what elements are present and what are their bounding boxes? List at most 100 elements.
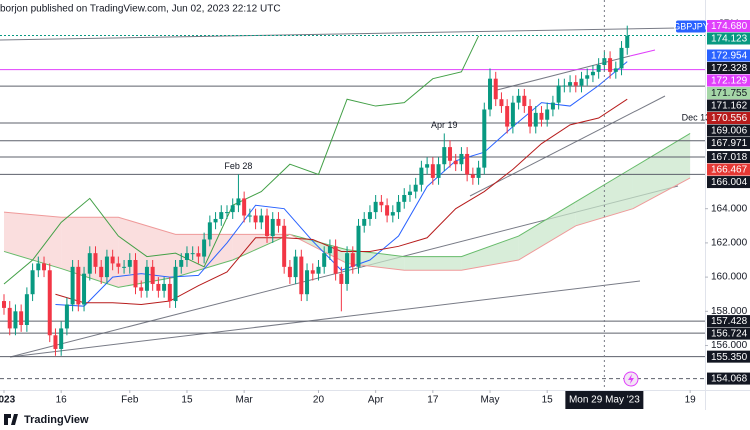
candle-body — [236, 198, 241, 206]
candle-body — [19, 311, 24, 325]
candle-body — [139, 287, 144, 291]
price-label-bg — [707, 163, 750, 176]
candle-body — [339, 273, 344, 284]
candle-body — [116, 263, 121, 267]
candle-body — [585, 75, 590, 79]
price-label-bg — [707, 87, 750, 100]
candle-body — [287, 266, 292, 278]
x-tick-label: 15 — [181, 395, 193, 406]
candle-body — [528, 106, 533, 127]
candle-body — [608, 58, 613, 72]
price-label-bg — [707, 151, 750, 164]
candle-body — [545, 109, 550, 120]
plot-area — [0, 0, 705, 390]
candle-body — [42, 263, 47, 271]
candle-body — [259, 215, 264, 223]
price-label: 171.755 — [711, 88, 748, 99]
candle-body — [24, 294, 29, 325]
candle-body — [425, 164, 430, 168]
trendline — [469, 95, 666, 197]
candle-body — [265, 215, 270, 237]
cloud-segment — [461, 236, 519, 271]
candle-body — [356, 225, 361, 267]
price-label-bg — [707, 74, 750, 87]
candle-body — [104, 256, 109, 278]
candle-body — [70, 266, 75, 305]
x-tick-label: 2023 — [0, 395, 16, 406]
candle-body — [533, 112, 538, 127]
price-label-bg — [707, 137, 750, 150]
candle-body — [510, 102, 515, 127]
candle-body — [430, 164, 435, 178]
candle-body — [293, 256, 298, 278]
candle-body — [447, 147, 452, 161]
price-label: 171.162 — [711, 101, 748, 112]
price-label-bg — [707, 99, 750, 112]
candle-body — [247, 215, 252, 217]
x-tick-label: Feb — [121, 395, 139, 406]
candle-body — [613, 68, 618, 72]
candle-body — [2, 301, 7, 308]
candle-body — [522, 95, 527, 107]
y-tick-label: 162.000 — [711, 238, 748, 249]
candle-body — [556, 85, 561, 103]
candle-body — [402, 195, 407, 202]
candle-body — [99, 266, 104, 278]
candle-body — [385, 205, 390, 216]
price-label-bg — [707, 62, 750, 75]
price-label-bg — [707, 49, 750, 62]
price-label: 167.971 — [711, 138, 748, 149]
candle-body — [110, 256, 115, 264]
x-tick-label: Apr — [368, 395, 384, 406]
candle-body — [322, 253, 327, 267]
x-tick-label: 20 — [313, 395, 325, 406]
price-label-bg — [707, 327, 750, 340]
candle-body — [82, 273, 87, 305]
candle-body — [242, 198, 247, 216]
candle-body — [488, 78, 493, 110]
price-label: 154.068 — [711, 374, 748, 385]
x-tick-label: 17 — [427, 395, 439, 406]
candle-body — [36, 263, 41, 271]
candle-body — [442, 147, 447, 165]
trendline — [629, 49, 656, 57]
candle-body — [196, 253, 201, 257]
y-tick-label: 164.000 — [711, 203, 748, 214]
crosshair-label: Mon 29 May '23 — [569, 395, 640, 406]
candle-body — [579, 78, 584, 86]
price-label: 172.954 — [711, 51, 748, 62]
candle-body — [476, 167, 481, 178]
candle-body — [310, 270, 315, 274]
price-label: 167.018 — [711, 152, 748, 163]
symbol-tag: GBPJPY — [673, 21, 709, 31]
candle-body — [156, 283, 161, 291]
trendline — [0, 27, 679, 41]
candle-body — [419, 167, 424, 185]
trendline — [9, 280, 641, 358]
cloud-segment — [518, 201, 576, 260]
candle-body — [207, 222, 212, 240]
price-label: 172.328 — [711, 63, 748, 74]
price-label: 174.680 — [711, 21, 748, 32]
candle-body — [516, 95, 521, 103]
price-label: 166.467 — [711, 165, 748, 176]
candle-body — [453, 160, 458, 165]
candle-body — [596, 65, 601, 72]
candle-body — [127, 260, 132, 267]
annotation: Dec 13 — [682, 112, 711, 122]
price-label-bg — [707, 32, 750, 45]
logo-mark — [4, 414, 18, 425]
trendlines — [0, 27, 679, 358]
candle-body — [407, 191, 412, 195]
candle-body — [213, 218, 218, 223]
candle-body — [327, 246, 332, 254]
x-tick-label: Mar — [236, 395, 254, 406]
crosshair-label-bg — [565, 391, 644, 409]
price-label: 166.004 — [711, 177, 748, 188]
candle-body — [562, 85, 567, 87]
candle-body — [167, 283, 172, 302]
price-label: 170.556 — [711, 113, 748, 124]
candle-body — [64, 304, 69, 329]
